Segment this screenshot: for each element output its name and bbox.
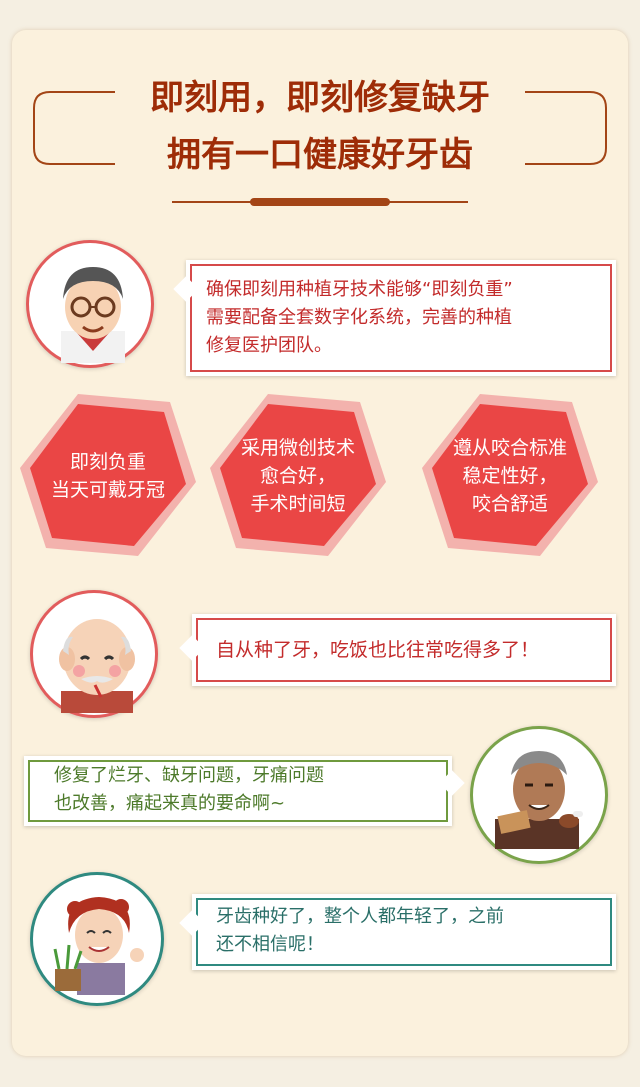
feature-1-line-1: 即刻负重 (69, 451, 146, 473)
woman-speech-line-1: 牙齿种好了，整个人都年轻了，之前 (216, 906, 504, 927)
feature-2-line-2: 愈合好， (259, 465, 336, 487)
grandpa-speech-line-2: 也改善，痛起来真的要命啊~ (54, 793, 286, 814)
feature-3-line-1: 遵从咬合标准 (452, 437, 567, 459)
feature-1-line-2: 当天可戴牙冠 (50, 479, 165, 501)
feature-2-line-3: 手术时间短 (250, 493, 346, 515)
title-line-2: 拥有一口健康好牙齿 (167, 135, 473, 175)
doctor-illustration (61, 267, 125, 363)
title-divider-accent (250, 198, 390, 206)
doctor-avatar (26, 240, 154, 368)
feature-hexagon-2: 采用微创技术 愈合好， 手术时间短 (210, 390, 386, 560)
doctor-speech-bubble: 确保即刻用种植牙技术能够“即刻负重” 需要配备全套数字化系统，完善的种植 修复医… (173, 260, 616, 376)
doctor-speech-line-1: 确保即刻用种植牙技术能够“即刻负重” (206, 279, 513, 300)
elderly-man-speech-bubble: 自从种了牙，吃饭也比往常吃得多了！ (179, 614, 616, 686)
feature-3-line-3: 咬合舒适 (471, 493, 548, 515)
woman-speech-bubble: 牙齿种好了，整个人都年轻了，之前 还不相信呢！ (179, 894, 616, 970)
woman-illustration (53, 897, 144, 995)
title-line-1: 即刻用，即刻修复缺牙 (150, 78, 490, 118)
grandpa-speech-bubble: 修复了烂牙、缺牙问题，牙痛问题 也改善，痛起来真的要命啊~ (24, 756, 465, 826)
feature-2-line-1: 采用微创技术 (240, 437, 355, 459)
title-frame (33, 91, 607, 165)
woman-speech-line-2: 还不相信呢！ (216, 934, 324, 955)
grandpa-eating-illustration (495, 751, 583, 849)
elderly-man-speech-line-1: 自从种了牙，吃饭也比往常吃得多了！ (216, 639, 540, 661)
doctor-speech-line-2: 需要配备全套数字化系统，完善的种植 (206, 307, 512, 328)
woman-avatar (30, 872, 164, 1006)
feature-3-line-2: 稳定性好， (462, 465, 558, 487)
grandpa-speech-line-1: 修复了烂牙、缺牙问题，牙痛问题 (54, 765, 324, 786)
elderly-man-avatar (30, 590, 158, 718)
feature-hexagon-1: 即刻负重 当天可戴牙冠 (20, 390, 196, 560)
elderly-man-illustration (59, 619, 135, 713)
feature-hexagon-3: 遵从咬合标准 稳定性好， 咬合舒适 (422, 390, 598, 560)
grandpa-eating-avatar (470, 726, 608, 864)
doctor-speech-line-3: 修复医护团队。 (206, 335, 332, 356)
